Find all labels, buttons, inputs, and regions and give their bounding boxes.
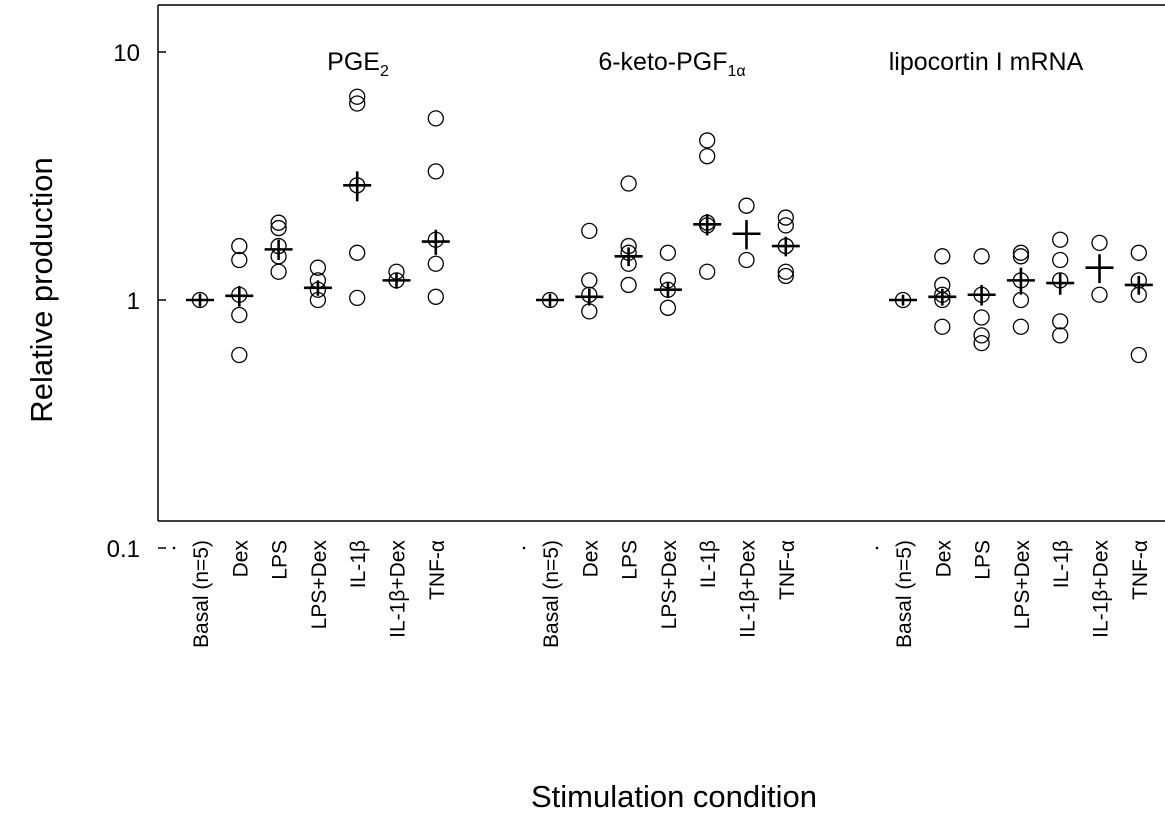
data-point (349, 88, 366, 105)
y-tick-label: 0.1 (107, 536, 140, 563)
data-point (738, 197, 755, 214)
x-tick-label: Basal (n=5) (540, 540, 563, 648)
data-point (620, 175, 637, 192)
data-point (1012, 291, 1030, 309)
data-point (231, 237, 248, 255)
x-tick-label: Basal (n=5) (190, 540, 213, 648)
x-tick-label: IL-1β (697, 540, 720, 588)
x-tick-label: IL-1β (347, 540, 370, 588)
data-point (934, 248, 951, 265)
data-point (777, 263, 794, 280)
plot-frame (157, 4, 1165, 522)
data-point (581, 303, 598, 320)
x-tick-label: TNF-α (1129, 540, 1152, 600)
x-tick-label: IL-1β+Dex (1090, 540, 1113, 638)
x-axis-dot (875, 546, 879, 550)
data-point (699, 263, 716, 280)
data-point (270, 219, 287, 237)
data-point (973, 334, 990, 352)
data-point (620, 276, 637, 294)
x-axis-dot (522, 546, 526, 550)
x-tick-label: TNF-α (776, 540, 799, 600)
x-tick-label: LPS+Dex (1011, 540, 1034, 630)
data-point (934, 318, 951, 335)
y-tick-label: 1 (127, 288, 140, 315)
x-tick-label: LPS (619, 540, 642, 580)
data-point (1012, 244, 1030, 261)
x-axis-dot (172, 546, 176, 550)
data-point (1012, 318, 1030, 335)
data-point (1052, 251, 1069, 269)
x-tick-label: LPS (269, 540, 292, 580)
data-point (738, 251, 755, 269)
data-point (1012, 248, 1030, 265)
data-point (349, 244, 366, 261)
x-tick-label: LPS+Dex (658, 540, 681, 630)
data-point (777, 209, 794, 226)
x-tick-label: IL-1β+Dex (387, 540, 410, 638)
y-axis-title: Relative production (24, 157, 59, 422)
panel-title: 6-keto-PGF1α (598, 48, 745, 80)
y-tick-label: 10 (113, 40, 140, 67)
data-point (973, 248, 990, 265)
x-tick-label: Dex (932, 540, 955, 578)
x-tick-label: IL-1β (1050, 540, 1073, 588)
data-point (1130, 346, 1147, 364)
data-point (231, 346, 248, 364)
data-point (659, 244, 677, 261)
panel-title: lipocortin I mRNA (889, 48, 1084, 76)
data-point (973, 327, 990, 344)
x-tick-label: LPS (972, 540, 995, 580)
data-point (349, 95, 366, 112)
y-axis: 0.1 1 10 (107, 40, 166, 563)
x-tick-label: LPS+Dex (308, 540, 331, 630)
data-point (427, 110, 444, 127)
x-tick-label: Dex (229, 540, 252, 578)
data-point (1052, 231, 1069, 248)
data-point (699, 132, 716, 149)
data-point (1052, 327, 1069, 344)
x-axis: Basal (n=5) Dex LPS LPS+Dex IL-1β IL-1β+Dex TN… (172, 540, 1152, 648)
data-point (1091, 234, 1108, 251)
data-point (427, 255, 444, 272)
panel-title: PGE2 (327, 48, 389, 80)
data-point (777, 217, 794, 234)
data-marks (186, 88, 1153, 364)
data-point (1130, 244, 1147, 261)
data-point (349, 289, 366, 307)
data-point (1091, 286, 1108, 303)
data-point (777, 267, 794, 285)
data-point (270, 214, 287, 231)
data-point (427, 288, 444, 305)
data-point (973, 309, 990, 326)
data-point (231, 251, 248, 269)
x-tick-label: TNF-α (426, 540, 449, 600)
x-tick-label: Basal (n=5) (893, 540, 916, 648)
x-tick-label: Dex (579, 540, 602, 578)
panel-titles: PGE2 6-keto-PGF1α lipocortin I mRNA (327, 48, 1083, 80)
data-point (581, 222, 598, 240)
data-point (231, 306, 248, 324)
data-point (581, 272, 598, 289)
data-point (699, 148, 716, 165)
data-point (270, 263, 287, 280)
data-point (659, 299, 677, 316)
x-axis-title: Stimulation condition (531, 779, 817, 814)
x-tick-label: IL-1β+Dex (737, 540, 760, 638)
data-point (309, 259, 327, 276)
data-point (427, 163, 444, 180)
data-point (1052, 313, 1069, 330)
